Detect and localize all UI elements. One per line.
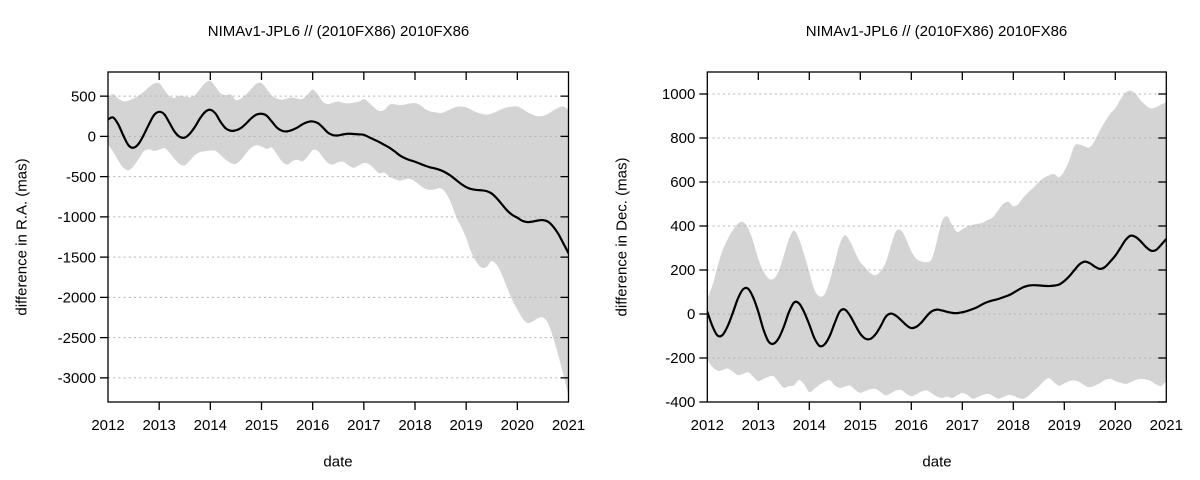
dec-x-axis-label: date <box>922 453 952 471</box>
svg-text:2014: 2014 <box>793 417 826 434</box>
svg-text:0: 0 <box>687 306 695 323</box>
svg-text:600: 600 <box>670 174 695 191</box>
dec-difference-line <box>707 234 1167 348</box>
dec-x-tick-labels: 2012 2013 2014 2015 2016 2017 2018 2019 2020 2021 <box>691 417 1183 434</box>
ra-tick-marks <box>100 72 569 410</box>
ra-x-tick-labels: 2012 2013 2014 2015 2016 2017 2018 2019 2020 2021 <box>91 417 585 434</box>
svg-text:200: 200 <box>670 262 695 279</box>
svg-text:-200: -200 <box>665 350 695 367</box>
svg-text:2012: 2012 <box>91 417 124 434</box>
svg-text:0: 0 <box>88 129 96 146</box>
svg-text:2020: 2020 <box>1099 417 1132 434</box>
svg-text:-400: -400 <box>665 394 695 411</box>
svg-text:2021: 2021 <box>1150 417 1183 434</box>
ra-chart-title: NIMAv1-JPL6 // (2010FX86) 2010FX86 <box>207 23 470 40</box>
ra-y-tick-labels: 500 0 -500 -1000 -1500 -2000 -2500 -3000 <box>58 88 96 387</box>
svg-text:2013: 2013 <box>742 417 775 434</box>
svg-text:2021: 2021 <box>552 417 585 434</box>
ra-axis-frame <box>107 71 570 403</box>
svg-text:800: 800 <box>670 130 695 147</box>
svg-text:2013: 2013 <box>142 417 175 434</box>
ra-uncertainty-band <box>108 80 569 397</box>
svg-text:-1000: -1000 <box>58 209 96 226</box>
dec-tick-marks <box>699 72 1167 410</box>
dec-axis-frame <box>706 71 1167 403</box>
svg-text:1000: 1000 <box>662 86 695 103</box>
ra-plot: 2012 2013 2014 2015 2016 2017 2018 2019 2020 2021… <box>58 71 585 434</box>
svg-text:2015: 2015 <box>844 417 877 434</box>
svg-text:-3000: -3000 <box>58 370 96 387</box>
dec-uncertainty-band <box>707 90 1167 399</box>
svg-text:2015: 2015 <box>245 417 278 434</box>
svg-text:2016: 2016 <box>895 417 928 434</box>
svg-text:2020: 2020 <box>501 417 534 434</box>
svg-text:2012: 2012 <box>691 417 724 434</box>
svg-text:2017: 2017 <box>347 417 380 434</box>
svg-text:500: 500 <box>71 88 96 105</box>
dec-chart-title: NIMAv1-JPL6 // (2010FX86) 2010FX86 <box>805 23 1068 40</box>
svg-text:400: 400 <box>670 218 695 235</box>
svg-text:-500: -500 <box>66 169 96 186</box>
ra-y-axis-label: difference in R.A. (mas) <box>13 158 31 316</box>
dec-y-tick-labels: 1000 800 600 400 200 0 -200 -400 <box>662 86 695 411</box>
dec-plot: 2012 2013 2014 2015 2016 2017 2018 2019 2020 2021… <box>662 71 1183 434</box>
svg-text:-2000: -2000 <box>58 290 96 307</box>
svg-text:-1500: -1500 <box>58 249 96 266</box>
svg-text:2018: 2018 <box>398 417 431 434</box>
ra-x-axis-label: date <box>323 453 353 471</box>
svg-text:2018: 2018 <box>997 417 1030 434</box>
svg-text:-2500: -2500 <box>58 330 96 347</box>
svg-text:2019: 2019 <box>449 417 482 434</box>
svg-text:2016: 2016 <box>296 417 329 434</box>
ra-difference-line <box>108 108 569 255</box>
svg-text:2014: 2014 <box>194 417 227 434</box>
dec-y-axis-label: difference in Dec. (mas) <box>613 157 631 317</box>
svg-text:2019: 2019 <box>1048 417 1081 434</box>
svg-text:2017: 2017 <box>946 417 979 434</box>
